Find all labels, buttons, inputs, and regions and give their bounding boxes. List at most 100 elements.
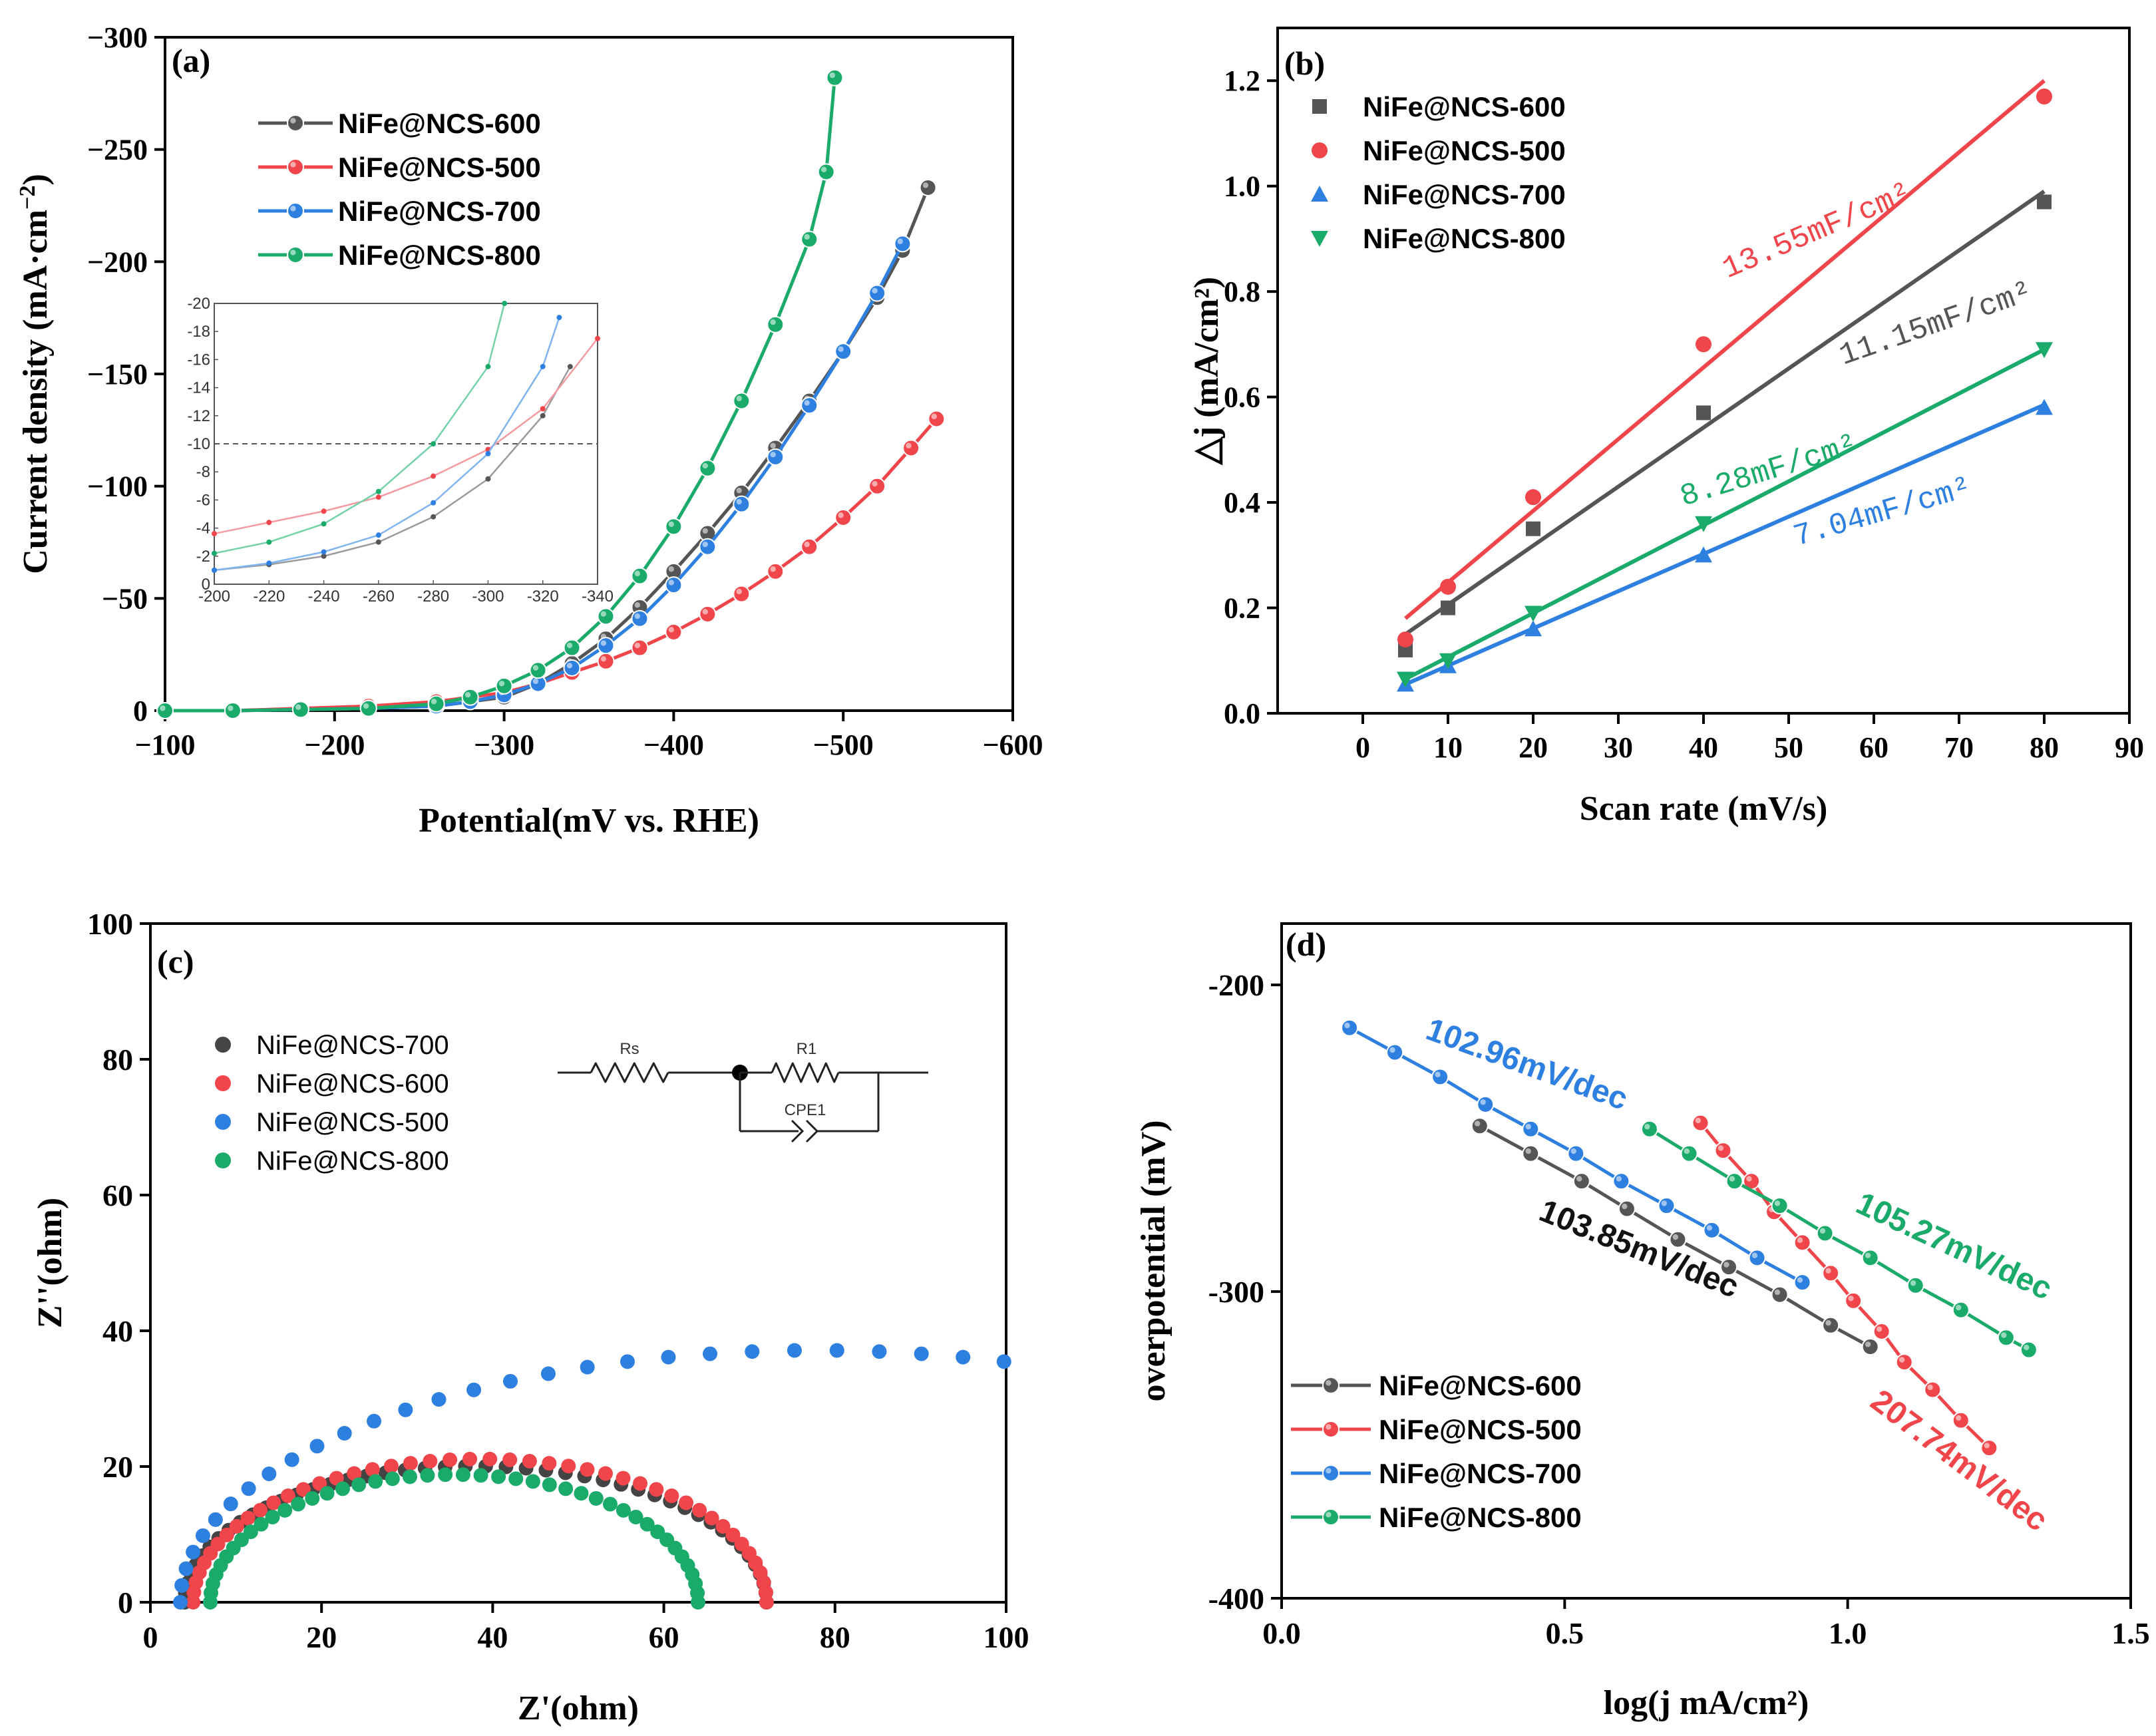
legend-marker-d-highlight — [1326, 1380, 1332, 1386]
data-point-c — [423, 1453, 438, 1469]
x-tick-label-d: 1.0 — [1829, 1616, 1867, 1650]
data-point-c — [254, 1516, 269, 1532]
data-point-c — [574, 1486, 589, 1501]
data-point-d-highlight — [2001, 1332, 2007, 1338]
data-point-d-highlight — [1622, 1203, 1628, 1210]
data-point-d-highlight — [1525, 1124, 1531, 1130]
x-tick-label-c: 100 — [984, 1620, 1029, 1654]
data-point-c — [522, 1453, 537, 1469]
data-point-c — [692, 1502, 707, 1518]
y-tick-label-d: -200 — [1208, 968, 1264, 1002]
data-point-d — [1572, 1172, 1590, 1190]
data-point-a-highlight — [838, 512, 844, 518]
x-axis-label-b: Scan rate (mV/s) — [1580, 790, 1828, 828]
inset-data-point — [321, 549, 327, 555]
data-point-d — [1924, 1381, 1942, 1399]
data-point-d-highlight — [1984, 1443, 1990, 1449]
data-point-a-highlight — [838, 346, 844, 352]
legend-label-c: NiFe@NCS-500 — [256, 1108, 449, 1137]
data-point-d — [1714, 1142, 1732, 1160]
data-point-c — [491, 1469, 506, 1484]
data-point-d-highlight — [1774, 1289, 1781, 1296]
inset-data-point — [431, 500, 437, 506]
data-point-a-highlight — [566, 663, 573, 669]
data-point-a-highlight — [804, 400, 810, 406]
x-tick-label-a: −100 — [134, 729, 195, 761]
data-point-c — [178, 1561, 194, 1576]
data-point-d — [1341, 1019, 1359, 1037]
panel-label-d: (d) — [1286, 926, 1326, 963]
data-point-c — [996, 1354, 1011, 1369]
data-point-c — [173, 1595, 188, 1610]
circuit-cpe-symbol — [805, 1119, 819, 1143]
data-point-d — [1861, 1249, 1879, 1267]
data-point-d-highlight — [1865, 1252, 1871, 1258]
data-point-c — [745, 1344, 760, 1359]
data-point-a — [868, 284, 886, 302]
data-point-a — [563, 639, 581, 657]
legend-marker-d-highlight — [1326, 1468, 1332, 1474]
data-point-d-highlight — [1576, 1176, 1582, 1182]
y-axis-label-b: △j (mA/cm²) — [1188, 277, 1226, 466]
data-point-d-highlight — [1774, 1200, 1781, 1206]
data-point-a-highlight — [872, 287, 878, 294]
inset-data-point — [540, 413, 546, 419]
y-tick-label-b: 0.4 — [1224, 486, 1260, 519]
data-point-c — [914, 1346, 929, 1361]
y-axis-label-a-end: ) — [17, 174, 55, 185]
x-axis-label-a: Potential(mV vs. RHE) — [419, 802, 759, 840]
x-tick-label-b: 0 — [1355, 731, 1370, 764]
data-point-d-highlight — [1684, 1148, 1690, 1154]
slope-annotation-d: 102.96mV/dec — [1421, 1012, 1632, 1117]
legend-marker-d — [1322, 1421, 1340, 1438]
data-point-d — [1725, 1172, 1743, 1190]
y-tick-label-c: 80 — [102, 1043, 133, 1077]
series-line-a — [165, 77, 836, 713]
data-point-a — [291, 701, 309, 719]
data-point-d-highlight — [1898, 1357, 1905, 1363]
legend-label-c: NiFe@NCS-800 — [256, 1146, 449, 1176]
inset-data-point — [485, 450, 491, 456]
data-point-a-highlight — [431, 699, 437, 705]
data-point-d-highlight — [1797, 1277, 1803, 1283]
data-point-a — [359, 699, 377, 717]
inset-y-tick-label: 0 — [202, 576, 210, 594]
data-point-d — [1680, 1144, 1698, 1162]
data-point-d — [1822, 1316, 1840, 1334]
y-tick-label-a: −100 — [87, 470, 148, 503]
data-point-c — [210, 1536, 226, 1552]
inset-data-point — [212, 550, 217, 556]
data-point-c — [616, 1471, 631, 1486]
data-point-b — [1696, 405, 1711, 421]
data-point-a — [699, 538, 717, 556]
data-point-a-highlight — [804, 234, 810, 240]
data-point-c — [208, 1512, 223, 1527]
data-point-c — [787, 1343, 802, 1358]
data-point-d-highlight — [1825, 1268, 1831, 1274]
data-point-c — [580, 1359, 595, 1375]
data-point-a — [834, 343, 852, 361]
data-point-d — [1612, 1172, 1630, 1190]
legend-label-a: NiFe@NCS-700 — [338, 196, 541, 227]
data-point-c — [620, 1354, 635, 1369]
data-point-a-highlight — [634, 570, 641, 577]
legend-marker-b — [1311, 186, 1328, 202]
data-point-b — [2036, 399, 2053, 415]
data-point-c — [639, 1516, 655, 1532]
y-tick-label-c: 40 — [102, 1314, 133, 1348]
x-tick-label-a: −500 — [813, 729, 874, 761]
data-point-a-highlight — [295, 704, 301, 710]
data-point-c — [466, 1382, 482, 1397]
data-point-d-highlight — [1525, 1148, 1531, 1154]
data-point-d — [1952, 1301, 1970, 1319]
legend-marker-a-highlight — [290, 162, 296, 168]
y-tick-label-a: 0 — [133, 695, 148, 727]
data-point-a-highlight — [897, 238, 903, 244]
data-point-d-highlight — [1480, 1099, 1486, 1105]
data-point-b — [2037, 194, 2052, 210]
data-point-d — [1477, 1095, 1495, 1113]
data-point-a-highlight — [872, 480, 878, 487]
data-point-d — [1952, 1411, 1970, 1429]
data-point-c — [502, 1452, 518, 1467]
